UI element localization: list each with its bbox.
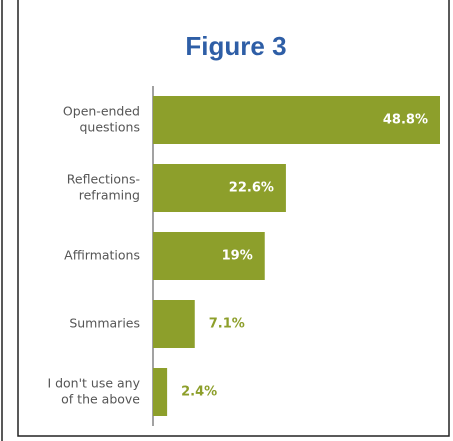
- value-label: 2.4%: [181, 385, 217, 400]
- bar: [153, 232, 265, 280]
- value-label: 22.6%: [229, 181, 274, 196]
- category-label: Open-ended: [63, 104, 140, 119]
- category-label: questions: [79, 120, 140, 135]
- bar: [153, 164, 286, 212]
- chart-title: Figure 3: [185, 31, 286, 61]
- value-label: 7.1%: [209, 317, 245, 332]
- bar: [153, 368, 168, 416]
- category-label: Summaries: [69, 316, 140, 331]
- bar: [153, 300, 195, 348]
- bar: [153, 96, 440, 144]
- category-label: Reflections-: [67, 172, 140, 187]
- value-label: 48.8%: [383, 113, 428, 128]
- category-label: of the above: [61, 392, 140, 407]
- frame: [17, 0, 450, 437]
- value-label: 19%: [222, 249, 253, 264]
- category-label: reframing: [79, 188, 140, 203]
- category-label: I don't use any: [47, 376, 140, 391]
- category-label: Affirmations: [64, 248, 140, 263]
